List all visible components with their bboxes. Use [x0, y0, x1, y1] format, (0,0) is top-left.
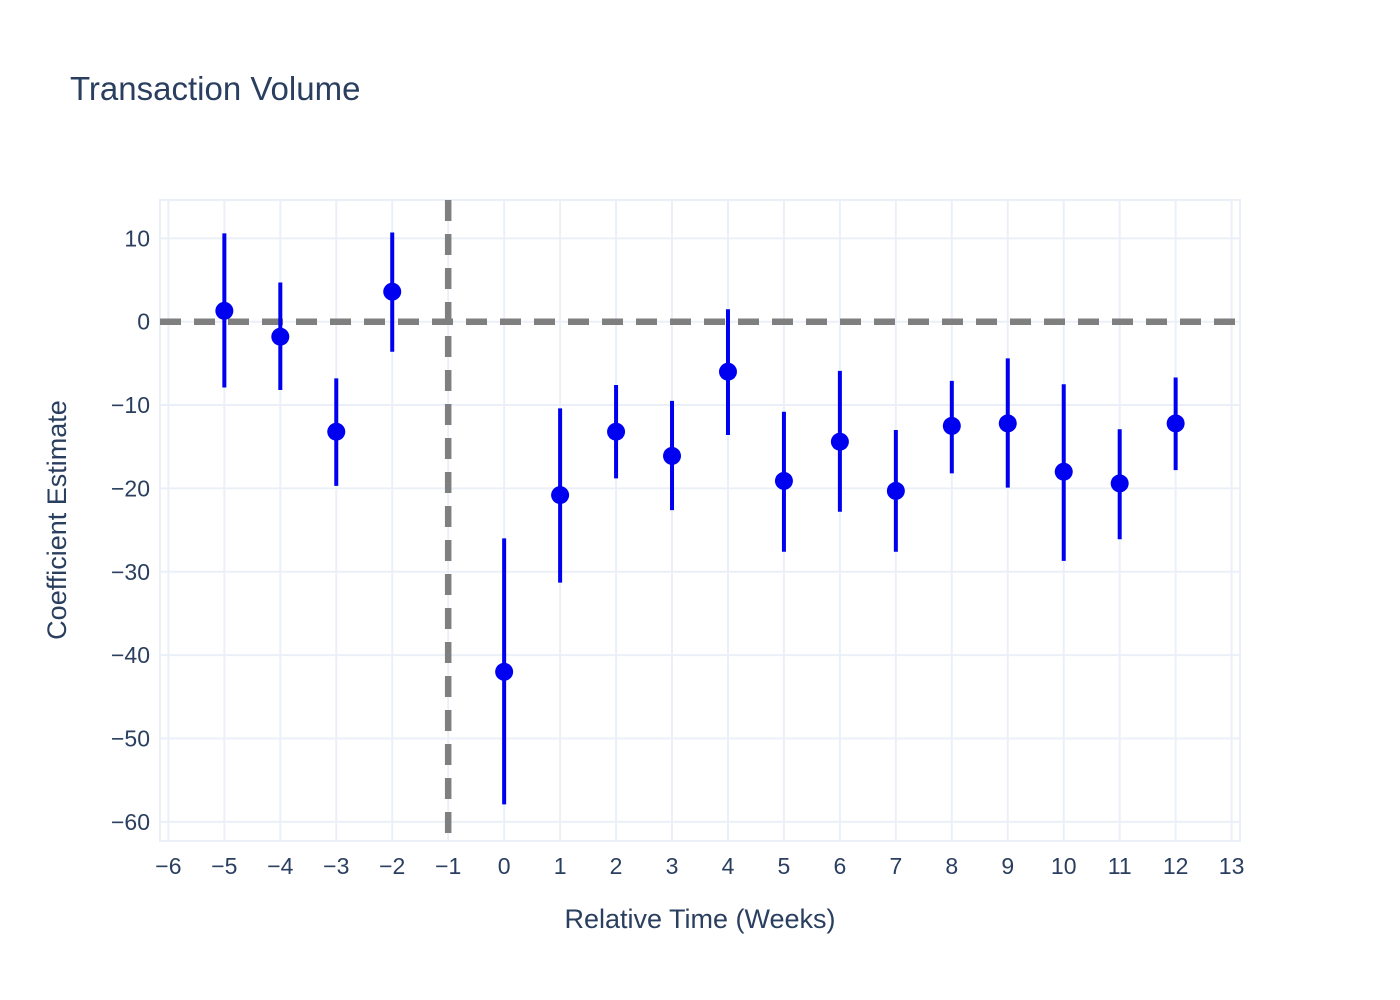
data-point[interactable]	[663, 446, 682, 465]
y-tick-label: −10	[111, 392, 150, 418]
x-tick-label: −2	[379, 853, 405, 879]
series-layer	[215, 232, 1185, 805]
x-tick-label: 9	[1001, 853, 1014, 879]
data-point[interactable]	[271, 327, 290, 346]
y-tick-label: −60	[111, 809, 150, 835]
reference-lines-layer	[160, 200, 1240, 841]
x-tick-label: 6	[833, 853, 846, 879]
y-tick-label: 10	[124, 225, 150, 251]
x-tick-label: 4	[722, 853, 735, 879]
y-tick-label: 0	[137, 309, 150, 335]
x-tick-label: 2	[610, 853, 623, 879]
data-point[interactable]	[886, 481, 905, 500]
x-tick-label: −1	[435, 853, 461, 879]
x-axis-title: Relative Time (Weeks)	[564, 904, 835, 934]
x-tick-label: −6	[155, 853, 181, 879]
data-point[interactable]	[215, 301, 234, 320]
x-tick-label: 10	[1051, 853, 1077, 879]
chart-title: Transaction Volume	[70, 70, 360, 107]
x-tick-label: −5	[211, 853, 237, 879]
data-point[interactable]	[718, 362, 737, 381]
plot-area-frame	[159, 199, 1241, 842]
x-tick-label: 13	[1219, 853, 1245, 879]
x-tick-label: 7	[889, 853, 902, 879]
data-point[interactable]	[774, 471, 793, 490]
y-axis-title: Coefficient Estimate	[42, 400, 72, 640]
x-tick-label: −3	[323, 853, 349, 879]
data-point[interactable]	[1054, 462, 1073, 481]
x-tick-label: −4	[267, 853, 293, 879]
data-point[interactable]	[495, 662, 514, 681]
x-tick-label: 3	[666, 853, 679, 879]
y-tick-label: −30	[111, 559, 150, 585]
data-point[interactable]	[998, 414, 1017, 433]
x-tick-label: 0	[498, 853, 511, 879]
tick-labels-layer: −6 −5 −4 −3 −2 −1 0 1 2 3 4 5 6 7 8 9 10 11 12 13100−10−20−…	[111, 225, 1244, 879]
data-point[interactable]	[607, 422, 626, 441]
data-point[interactable]	[942, 416, 961, 435]
grid-layer	[159, 199, 1241, 842]
x-tick-label: 1	[554, 853, 567, 879]
data-point[interactable]	[1166, 414, 1185, 433]
x-tick-label: 11	[1108, 853, 1132, 879]
x-tick-label: 12	[1163, 853, 1189, 879]
data-point[interactable]	[830, 432, 849, 451]
y-tick-label: −40	[111, 642, 150, 668]
y-tick-label: −50	[111, 725, 150, 751]
data-point[interactable]	[327, 422, 346, 441]
data-point[interactable]	[551, 486, 570, 505]
x-tick-label: 5	[778, 853, 791, 879]
y-tick-label: −20	[111, 475, 150, 501]
data-point[interactable]	[1110, 474, 1129, 493]
x-tick-label: 8	[945, 853, 958, 879]
data-point[interactable]	[383, 282, 402, 301]
